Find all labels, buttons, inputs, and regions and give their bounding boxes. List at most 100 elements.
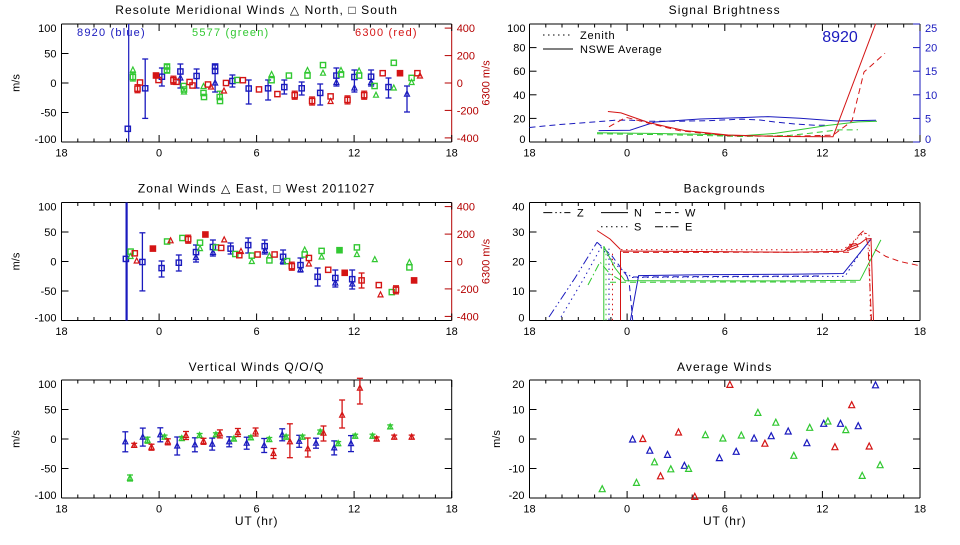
svg-text:18: 18 bbox=[446, 326, 458, 338]
svg-text:25: 25 bbox=[925, 23, 937, 35]
svg-text:0: 0 bbox=[156, 326, 162, 338]
svg-text:Resolute Meridional Winds △ No: Resolute Meridional Winds △ North, □ Sou… bbox=[115, 3, 398, 17]
svg-text:E: E bbox=[685, 222, 692, 234]
svg-text:12: 12 bbox=[348, 326, 360, 338]
svg-text:N: N bbox=[634, 208, 642, 220]
svg-text:6: 6 bbox=[254, 148, 260, 160]
svg-text:10: 10 bbox=[925, 90, 937, 102]
svg-text:-20: -20 bbox=[509, 490, 525, 502]
svg-text:400: 400 bbox=[457, 23, 475, 35]
svg-text:50: 50 bbox=[44, 227, 56, 239]
svg-text:Zenith: Zenith bbox=[580, 30, 615, 42]
svg-text:18: 18 bbox=[55, 504, 67, 516]
svg-text:8920 (blue): 8920 (blue) bbox=[77, 27, 146, 39]
svg-text:10: 10 bbox=[512, 405, 524, 417]
svg-text:18: 18 bbox=[523, 326, 535, 338]
svg-text:60: 60 bbox=[513, 66, 525, 78]
svg-text:80: 80 bbox=[513, 43, 525, 55]
svg-text:m/s: m/s bbox=[11, 74, 23, 92]
svg-text:10: 10 bbox=[512, 286, 524, 298]
svg-text:-50: -50 bbox=[41, 464, 57, 476]
svg-text:S: S bbox=[634, 222, 641, 234]
svg-text:20: 20 bbox=[512, 379, 524, 391]
svg-text:5577 (green): 5577 (green) bbox=[192, 27, 269, 39]
svg-text:W: W bbox=[685, 208, 696, 220]
svg-text:400: 400 bbox=[457, 202, 475, 214]
svg-text:12: 12 bbox=[348, 148, 360, 160]
svg-text:100: 100 bbox=[38, 202, 56, 214]
svg-text:Zonal Winds △ East, □ West 201: Zonal Winds △ East, □ West 2011027 bbox=[138, 182, 376, 196]
svg-text:0: 0 bbox=[457, 78, 463, 90]
svg-text:Vertical Winds Q/O/Q: Vertical Winds Q/O/Q bbox=[189, 360, 325, 374]
svg-text:50: 50 bbox=[44, 49, 56, 61]
svg-text:0: 0 bbox=[50, 257, 56, 269]
svg-text:NSWE Average: NSWE Average bbox=[580, 44, 662, 56]
svg-text:-400: -400 bbox=[457, 311, 479, 323]
svg-text:30: 30 bbox=[512, 227, 524, 239]
svg-text:18: 18 bbox=[55, 326, 67, 338]
svg-text:5: 5 bbox=[925, 113, 931, 125]
svg-text:m/s: m/s bbox=[491, 430, 503, 448]
svg-text:-10: -10 bbox=[509, 464, 525, 476]
svg-text:12: 12 bbox=[816, 504, 828, 516]
svg-text:100: 100 bbox=[38, 23, 56, 35]
svg-text:6: 6 bbox=[722, 326, 728, 338]
svg-text:0: 0 bbox=[457, 257, 463, 269]
svg-text:20: 20 bbox=[512, 257, 524, 269]
svg-text:-100: -100 bbox=[34, 134, 56, 146]
svg-text:0: 0 bbox=[518, 313, 524, 325]
svg-text:0: 0 bbox=[624, 148, 630, 160]
svg-text:100: 100 bbox=[38, 379, 56, 391]
svg-text:18: 18 bbox=[55, 148, 67, 160]
svg-text:Signal Brightness: Signal Brightness bbox=[669, 3, 781, 17]
svg-text:0: 0 bbox=[156, 148, 162, 160]
svg-text:-100: -100 bbox=[34, 490, 56, 502]
svg-text:m/s: m/s bbox=[11, 252, 23, 270]
svg-text:0: 0 bbox=[519, 134, 525, 146]
svg-text:18: 18 bbox=[523, 504, 535, 516]
svg-text:Backgrounds: Backgrounds bbox=[684, 182, 766, 196]
svg-text:12: 12 bbox=[816, 148, 828, 160]
svg-text:0: 0 bbox=[624, 326, 630, 338]
svg-text:0: 0 bbox=[624, 504, 630, 516]
svg-text:100: 100 bbox=[507, 23, 525, 35]
svg-text:6: 6 bbox=[254, 504, 260, 516]
svg-text:12: 12 bbox=[816, 326, 828, 338]
svg-text:40: 40 bbox=[512, 202, 524, 214]
svg-text:0: 0 bbox=[50, 78, 56, 90]
svg-text:50: 50 bbox=[44, 405, 56, 417]
svg-text:40: 40 bbox=[513, 90, 525, 102]
svg-text:12: 12 bbox=[348, 504, 360, 516]
svg-text:6300 m/s: 6300 m/s bbox=[481, 60, 493, 106]
svg-text:UT (hr): UT (hr) bbox=[235, 514, 278, 528]
svg-text:0: 0 bbox=[518, 434, 524, 446]
svg-text:18: 18 bbox=[914, 326, 926, 338]
svg-text:-200: -200 bbox=[457, 284, 479, 296]
svg-text:20: 20 bbox=[513, 113, 525, 125]
svg-text:15: 15 bbox=[925, 66, 937, 78]
svg-text:-400: -400 bbox=[457, 133, 479, 145]
svg-text:Average Winds: Average Winds bbox=[677, 360, 772, 374]
svg-text:200: 200 bbox=[457, 229, 475, 241]
svg-text:-200: -200 bbox=[457, 105, 479, 117]
svg-text:18: 18 bbox=[914, 148, 926, 160]
svg-text:6300 (red): 6300 (red) bbox=[355, 27, 418, 39]
svg-text:0: 0 bbox=[50, 434, 56, 446]
svg-text:6: 6 bbox=[722, 148, 728, 160]
svg-text:20: 20 bbox=[925, 43, 937, 55]
svg-text:-50: -50 bbox=[41, 108, 57, 120]
svg-text:m/s: m/s bbox=[11, 430, 23, 448]
svg-text:Z: Z bbox=[577, 208, 584, 220]
svg-text:0: 0 bbox=[156, 504, 162, 516]
svg-text:200: 200 bbox=[457, 51, 475, 63]
svg-text:6: 6 bbox=[722, 504, 728, 516]
svg-text:18: 18 bbox=[523, 148, 535, 160]
svg-text:18: 18 bbox=[446, 504, 458, 516]
svg-text:-100: -100 bbox=[34, 313, 56, 325]
svg-text:UT (hr): UT (hr) bbox=[703, 514, 746, 528]
svg-text:-50: -50 bbox=[41, 286, 57, 298]
svg-text:6: 6 bbox=[254, 326, 260, 338]
svg-text:18: 18 bbox=[446, 148, 458, 160]
svg-text:0: 0 bbox=[925, 134, 931, 146]
svg-text:6300 m/s: 6300 m/s bbox=[481, 238, 493, 284]
